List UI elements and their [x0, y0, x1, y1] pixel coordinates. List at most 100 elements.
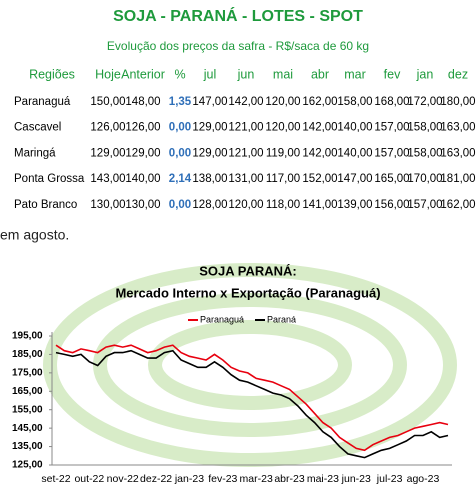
series-line	[55, 349, 449, 459]
x-tick-label: nov-22	[107, 473, 139, 485]
x-tick-label: ago-23	[407, 473, 440, 485]
body-text: em agosto.	[0, 227, 69, 243]
x-tick-label: jun-23	[341, 473, 371, 485]
region-name: Cascavel	[14, 122, 61, 134]
table-cell: 163,00	[440, 147, 475, 159]
table-cell: 150,00	[90, 96, 125, 108]
table-cell: 140,00	[337, 147, 372, 159]
column-header: mai	[273, 67, 293, 81]
y-tick-label: 155,00	[12, 404, 43, 415]
legend-label: Paranaguá	[200, 314, 244, 324]
table-cell: 0,00	[169, 122, 191, 134]
chart-title: SOJA PARANÁ:	[199, 263, 297, 278]
table-cell: 121,00	[228, 122, 263, 134]
y-tick-label: 175,00	[12, 367, 43, 378]
column-header: Hoje	[95, 67, 121, 81]
y-tick-label: 145,00	[12, 423, 43, 434]
column-header: jul	[203, 67, 217, 81]
x-tick-label: mai-23	[307, 473, 339, 485]
table-cell: 170,00	[407, 173, 442, 185]
column-header: Regiões	[29, 67, 75, 81]
table-cell: 139,00	[337, 199, 372, 211]
table-cell: 141,00	[302, 199, 337, 211]
table-cell: 147,00	[337, 173, 372, 185]
table-cell: 120,00	[228, 199, 263, 211]
table-cell: 172,00	[407, 96, 442, 108]
table-cell: 1,35	[169, 96, 192, 108]
column-header: Anterior	[121, 67, 165, 81]
table-cell: 138,00	[192, 173, 227, 185]
table-cell: 142,00	[302, 122, 337, 134]
column-header: mar	[344, 67, 366, 81]
y-tick-label: 125,00	[12, 460, 43, 471]
table-cell: 157,00	[374, 122, 409, 134]
x-tick-label: jan-23	[174, 473, 204, 485]
table-cell: 128,00	[192, 199, 227, 211]
region-name: Maringá	[14, 147, 56, 159]
table-cell: 118,00	[266, 199, 300, 211]
table-cell: 158,00	[407, 122, 442, 134]
table-cell: 148,00	[125, 96, 160, 108]
table-cell: 157,00	[407, 199, 442, 211]
table-cell: 129,00	[192, 147, 227, 159]
chart-subtitle: Mercado Interno x Exportação (Paranaguá)	[115, 285, 380, 300]
table-cell: 162,00	[440, 199, 475, 211]
x-tick-label: set-22	[41, 473, 70, 485]
table-cell: 2,14	[169, 173, 192, 185]
table-cell: 163,00	[440, 122, 475, 134]
table-cell: 157,00	[374, 147, 409, 159]
table-cell: 180,00	[440, 96, 475, 108]
column-header: %	[174, 67, 185, 81]
column-header: fev	[384, 67, 401, 81]
y-tick-label: 195,00	[12, 331, 43, 342]
table-cell: 131,00	[228, 173, 263, 185]
table-title: SOJA - PARANÁ - LOTES - SPOT	[113, 6, 363, 25]
x-tick-label: fev-23	[208, 473, 237, 485]
table-cell: 143,00	[90, 173, 125, 185]
table-cell: 156,00	[374, 199, 409, 211]
x-tick-label: abr-23	[274, 473, 305, 485]
x-tick-label: mar-23	[240, 473, 273, 485]
table-cell: 165,00	[374, 173, 409, 185]
x-tick-label: jul-23	[376, 473, 403, 485]
table-cell: 117,00	[266, 173, 300, 185]
table-cell: 119,00	[266, 147, 300, 159]
table-cell: 129,00	[90, 147, 125, 159]
column-header: abr	[311, 67, 329, 81]
table-cell: 129,00	[192, 122, 227, 134]
table-cell: 0,00	[169, 199, 191, 211]
table-cell: 152,00	[302, 173, 337, 185]
table-cell: 120,00	[265, 96, 300, 108]
x-tick-label: out-22	[74, 473, 104, 485]
table-cell: 126,00	[90, 122, 125, 134]
table-cell: 140,00	[337, 122, 372, 134]
column-header: dez	[448, 67, 468, 81]
table-cell: 158,00	[337, 96, 372, 108]
region-name: Paranaguá	[14, 96, 71, 108]
column-header: jun	[237, 67, 255, 81]
table-cell: 121,00	[228, 147, 263, 159]
table-cell: 126,00	[125, 122, 160, 134]
table-cell: 147,00	[192, 96, 227, 108]
region-name: Pato Branco	[14, 199, 77, 211]
table-cell: 129,00	[125, 147, 160, 159]
table-cell: 168,00	[374, 96, 409, 108]
table-cell: 140,00	[125, 173, 160, 185]
table-subtitle: Evolução dos preços da safra - R$/saca d…	[107, 39, 369, 53]
region-name: Ponta Grossa	[14, 173, 85, 185]
x-tick-label: dez-22	[140, 473, 172, 485]
y-tick-label: 135,00	[12, 441, 43, 452]
table-cell: 142,00	[228, 96, 263, 108]
table-cell: 162,00	[302, 96, 337, 108]
series-line	[55, 344, 449, 452]
chart-background	[43, 263, 457, 467]
table-cell: 130,00	[125, 199, 160, 211]
y-tick-label: 165,00	[12, 386, 43, 397]
legend-label: Paraná	[267, 314, 296, 324]
table-cell: 142,00	[302, 147, 337, 159]
column-header: jan	[416, 67, 434, 81]
table-cell: 130,00	[90, 199, 125, 211]
table-cell: 158,00	[407, 147, 442, 159]
table-cell: 0,00	[169, 147, 191, 159]
